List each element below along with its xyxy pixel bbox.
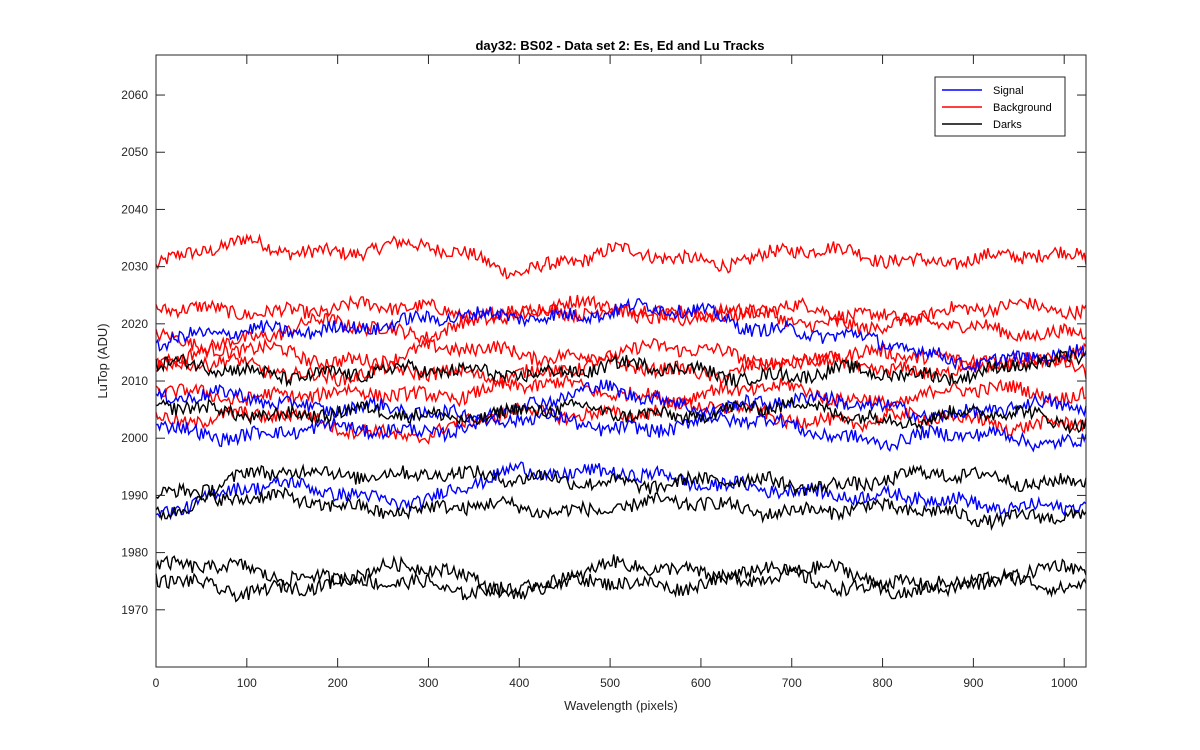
- legend-label-darks: Darks: [993, 119, 1022, 131]
- x-tick-label: 1000: [1051, 676, 1078, 690]
- series-line-darks-11: [155, 349, 1087, 388]
- y-axis-label: LuTop (ADU): [95, 323, 110, 398]
- series-line-signal-7: [155, 297, 1087, 373]
- legend: Signal Background Darks: [934, 76, 1066, 137]
- legend-item-darks: Darks: [942, 119, 1022, 131]
- y-tick-label: 2060: [121, 88, 148, 102]
- x-tick-label: 700: [782, 676, 802, 690]
- x-tick-label: 800: [873, 676, 893, 690]
- y-tick-label: 2010: [121, 374, 148, 388]
- series-line-darks-13: [155, 463, 1087, 500]
- y-tick-label: 1980: [121, 546, 148, 560]
- x-tick-label: 500: [600, 676, 620, 690]
- x-tick-label: 900: [963, 676, 983, 690]
- legend-item-background: Background: [942, 102, 1052, 114]
- axes-box: [155, 54, 1087, 668]
- legend-label-signal: Signal: [993, 85, 1024, 97]
- y-axis: 1970 1980 1990 2000 2010 2020 2030 2040 2050 2060: [121, 88, 1086, 617]
- series-line-darks-14: [155, 486, 1087, 531]
- series-line-signal-10: [155, 461, 1087, 521]
- legend-item-signal: Signal: [942, 85, 1024, 97]
- y-tick-label: 2020: [121, 317, 148, 331]
- chart-title: day32: BS02 - Data set 2: Es, Ed and Lu …: [475, 38, 764, 53]
- x-axis: 0 100 200 300 400 500 600 700 800 900 1000: [153, 55, 1078, 690]
- y-tick-label: 1970: [121, 603, 148, 617]
- series-line-signal-8: [155, 379, 1087, 424]
- y-tick-label: 2000: [121, 431, 148, 445]
- series-line-darks-12: [155, 397, 1087, 435]
- y-tick-label: 2050: [121, 145, 148, 159]
- y-tick-label: 2030: [121, 260, 148, 274]
- y-tick-label: 2040: [121, 202, 148, 216]
- series-line-background-0: [155, 233, 1087, 280]
- series-line-signal-9: [156, 407, 1087, 453]
- x-tick-label: 400: [509, 676, 529, 690]
- x-axis-label: Wavelength (pixels): [564, 698, 678, 713]
- x-tick-label: 300: [418, 676, 438, 690]
- x-tick-label: 600: [691, 676, 711, 690]
- x-tick-label: 100: [237, 676, 257, 690]
- series-line-darks-16: [155, 564, 1087, 603]
- series-layer: [155, 233, 1087, 603]
- y-tick-label: 1990: [121, 488, 148, 502]
- x-tick-label: 0: [153, 676, 160, 690]
- legend-label-background: Background: [993, 102, 1052, 114]
- x-tick-label: 200: [328, 676, 348, 690]
